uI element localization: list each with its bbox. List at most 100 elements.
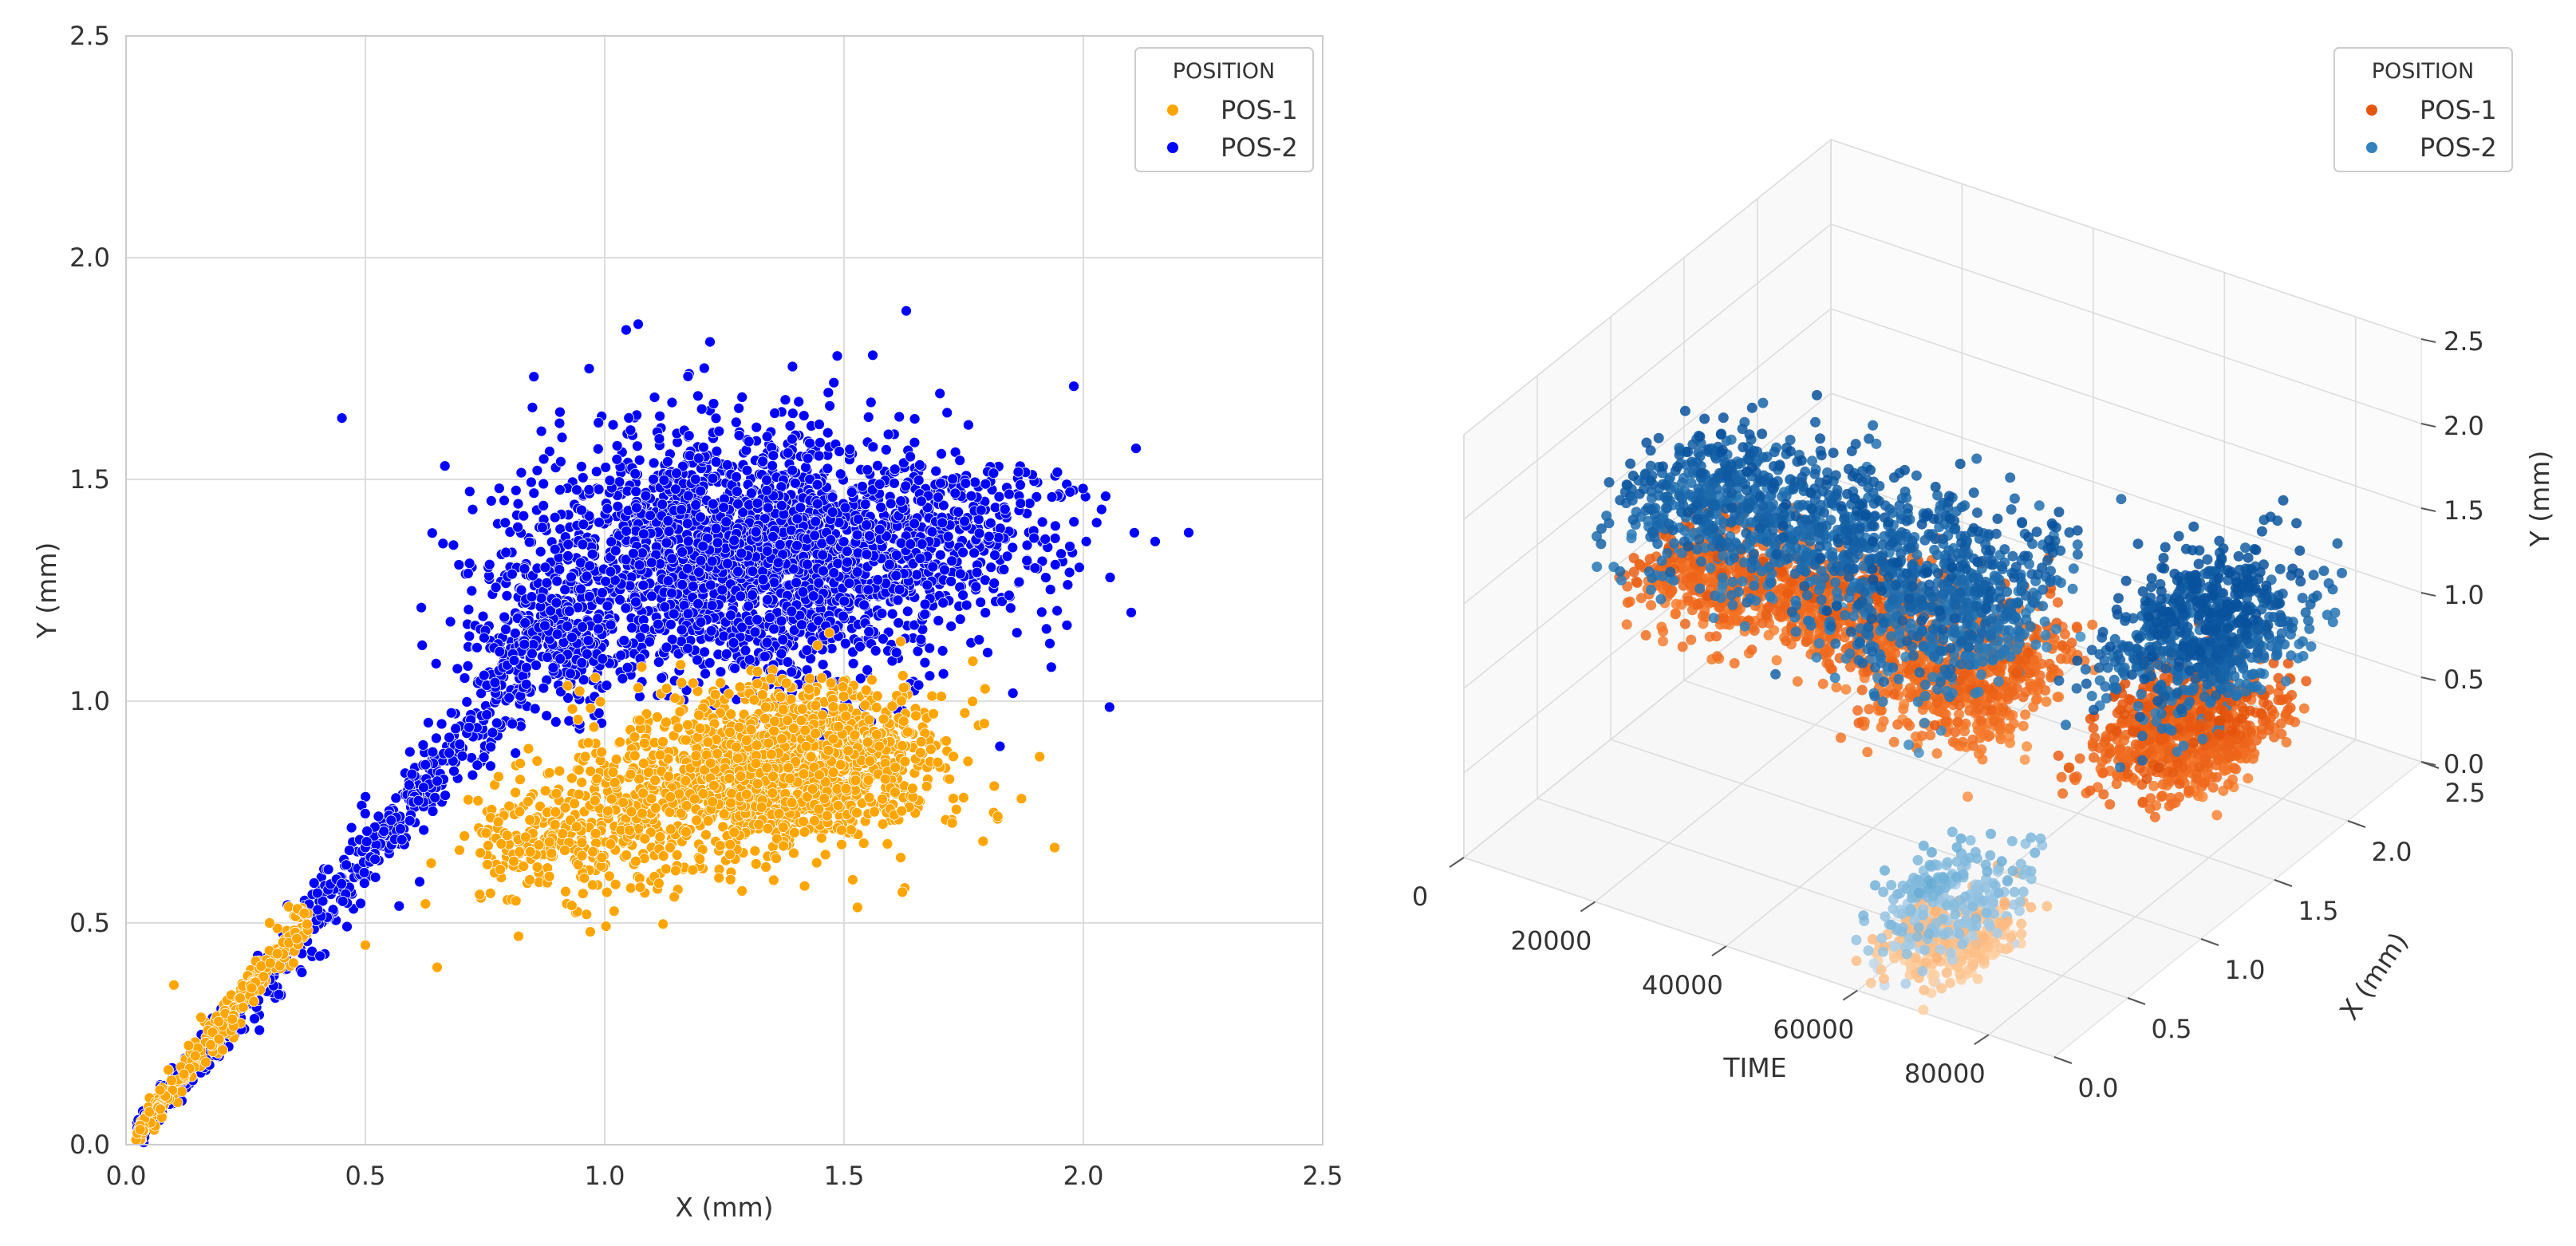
scatter-point-pos-2 [826, 491, 838, 503]
scatter-point-pos-2 [942, 530, 954, 542]
scatter-point-pos-1 [298, 908, 310, 919]
scatter-point-pos-1 [941, 735, 952, 747]
scatter-point-pos-1 [988, 780, 1000, 792]
scatter-point-pos-2 [406, 768, 418, 780]
scatter-point-pos-2 [786, 605, 798, 617]
scatter-point-pos-2 [698, 362, 710, 374]
scatter-point-pos-2 [934, 388, 946, 400]
scatter-point-pos-2 [1004, 589, 1015, 601]
scatter-point-pos-2 [861, 519, 873, 530]
scatter-point-pos-1 [944, 773, 956, 785]
scatter-point-pos-2 [510, 484, 522, 496]
scatter-point-pos-2 [891, 550, 902, 561]
scatter-point-pos-2 [705, 625, 717, 637]
scatter-point-pos-1 [895, 636, 906, 648]
scatter-point-pos-2 [973, 634, 985, 645]
scatter-point-pos-2 [586, 548, 598, 560]
scatter-point-pos-2 [630, 486, 642, 498]
scatter-point-pos-2 [810, 515, 822, 527]
scatter-point-pos-2 [963, 419, 974, 431]
scatter-point-pos-2 [751, 497, 763, 509]
scatter-point-pos-2 [919, 657, 931, 668]
scatter-point-pos-2 [336, 878, 348, 889]
scatter-point-pos-2 [954, 568, 966, 580]
scatter-point-pos-2 [623, 412, 635, 424]
scatter-point-pos-1 [661, 716, 672, 728]
scatter-point-pos-1 [863, 714, 875, 726]
scatter-point-pos-2 [520, 678, 532, 690]
scatter-point-pos-2 [527, 648, 538, 660]
scatter-point-pos-1 [878, 713, 890, 725]
scatter-point-pos-2 [762, 593, 773, 605]
scatter-point-pos-2 [529, 703, 541, 715]
scatter-point-pos-2 [892, 594, 904, 606]
scatter-point-pos-2 [693, 566, 704, 578]
scatter-point-pos-2 [583, 590, 595, 602]
scatter-point-pos-2 [657, 499, 669, 511]
scatter-point-pos-2 [550, 597, 562, 609]
scatter-point-pos-2 [731, 471, 742, 483]
scatter-point-pos-2 [593, 417, 605, 428]
scatter-point-pos-2 [521, 661, 532, 673]
scatter-point-pos-2 [876, 608, 888, 619]
scatter-point-pos-2 [611, 440, 623, 451]
scatter-point-pos-2 [563, 605, 575, 617]
scatter-point-pos-1 [165, 1074, 177, 1086]
scatter-point-pos-2 [1095, 503, 1107, 515]
scatter-point-pos-2 [909, 436, 921, 448]
scatter-point-pos-2 [959, 515, 970, 527]
scatter-point-pos-2 [941, 407, 953, 419]
scatter-point-pos-2 [939, 564, 950, 576]
scatter-point-pos-2 [882, 428, 894, 440]
scatter-point-pos-1 [673, 722, 684, 734]
scatter-point-pos-1 [709, 688, 721, 700]
scatter-point-pos-2 [637, 528, 649, 540]
scatter-point-pos-2 [489, 676, 501, 688]
scatter-point-pos-2 [982, 647, 993, 658]
scatter-point-pos-2 [581, 570, 593, 582]
scatter-point-pos-2 [541, 710, 553, 722]
scatter-point-pos-1 [661, 683, 673, 694]
scatter-point-pos-2 [946, 555, 957, 567]
scatter-point-pos-2 [692, 654, 703, 666]
scatter-point-pos-2 [456, 750, 468, 762]
scatter-point-pos-2 [768, 623, 779, 635]
scatter-point-pos-2 [838, 536, 850, 547]
scatter-point-pos-2 [682, 535, 694, 547]
scatter-point-pos-1 [850, 775, 862, 787]
scatter-point-pos-1 [566, 703, 578, 715]
scatter-point-pos-1 [926, 690, 938, 702]
scatter-point-pos-2 [870, 645, 882, 657]
scatter-point-pos-2 [519, 563, 531, 574]
scatter-point-pos-1 [715, 677, 726, 688]
scatter-point-pos-2 [839, 637, 851, 649]
scatter-point-pos-2 [862, 412, 874, 423]
scatter-point-pos-2 [312, 904, 324, 916]
scatter-point-pos-2 [992, 532, 1004, 543]
scatter-point-pos-2 [775, 615, 787, 627]
scatter-point-pos-2 [801, 645, 813, 656]
scatter-point-pos-1 [804, 672, 815, 684]
scatter-point-pos-2 [512, 498, 524, 510]
scatter-point-pos-2 [710, 522, 722, 534]
scatter-point-pos-1 [760, 862, 772, 873]
scatter-point-pos-2 [538, 500, 550, 511]
scatter-point-pos-2 [905, 538, 917, 550]
scatter-point-pos-2 [914, 553, 926, 564]
scatter-point-pos-2 [499, 611, 511, 623]
scatter-point-pos-2 [786, 666, 798, 678]
scatter-point-pos-2 [528, 487, 540, 499]
scatter-point-pos-2 [471, 759, 483, 771]
scatter-point-pos-2 [620, 602, 632, 614]
scatter-point-pos-2 [751, 613, 763, 625]
scatter-point-pos-2 [822, 463, 834, 475]
scatter-point-pos-2 [973, 527, 985, 539]
scatter-point-pos-1 [967, 656, 979, 667]
scatter-point-pos-2 [432, 775, 443, 787]
scatter-point-pos-2 [930, 465, 942, 477]
scatter-point-pos-2 [729, 662, 740, 674]
scatter-point-pos-2 [571, 484, 582, 495]
scatter-point-pos-2 [867, 349, 878, 361]
scatter-point-pos-2 [1044, 584, 1056, 595]
scatter-point-pos-2 [477, 610, 489, 622]
